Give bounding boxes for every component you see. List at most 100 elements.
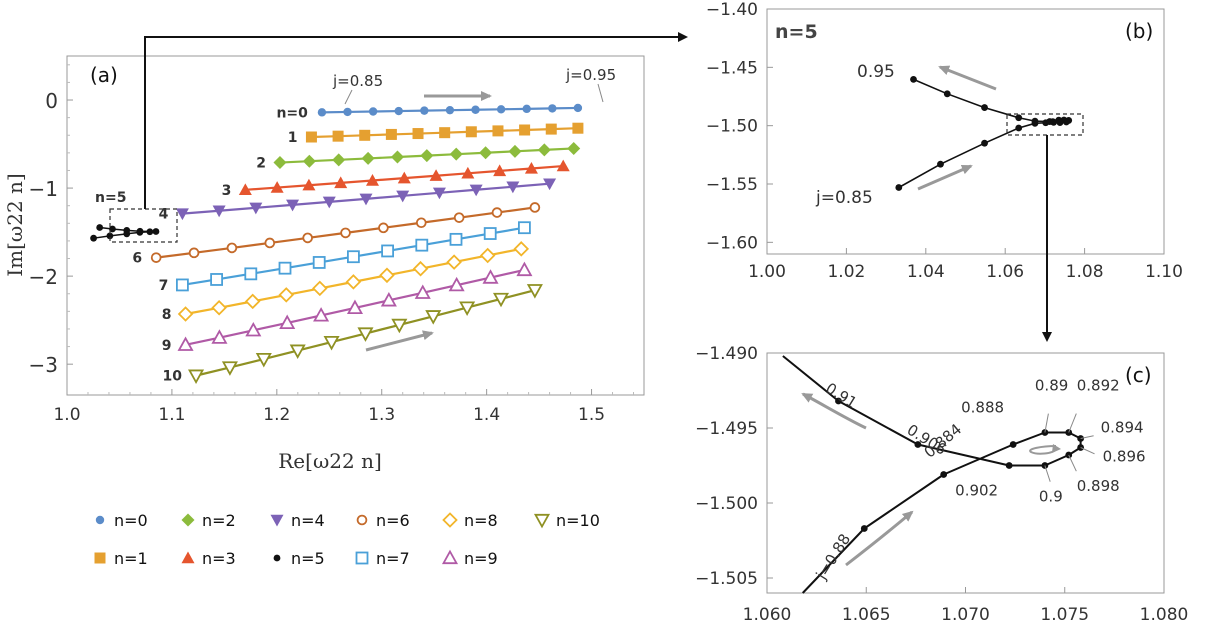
series-n=3-point	[365, 174, 379, 186]
series-n=4-point	[543, 178, 557, 191]
annotation-j085: j=0.85	[332, 72, 383, 90]
series-n=10-point	[289, 344, 306, 359]
legend-marker-n=2	[181, 513, 195, 527]
legend-marker-n=3	[181, 551, 195, 564]
series-label-n=8: 8	[162, 307, 172, 323]
legend-marker-n=6	[356, 514, 368, 526]
legend-item-n=8: n=8	[442, 511, 498, 530]
series-label-n=3: 3	[222, 183, 232, 199]
panel-c-point	[940, 471, 948, 478]
series-n=6-point	[226, 242, 238, 254]
series-n=4-point	[469, 184, 483, 197]
legend-marker-n=7	[355, 551, 369, 565]
series-n=5	[90, 224, 160, 242]
series-n=1-point	[305, 131, 317, 143]
legend-marker-n=5	[273, 554, 281, 562]
panel-b-title: n=5	[775, 21, 818, 43]
panel-c-point-label: 0.89	[1035, 377, 1068, 395]
series-n=10-point	[357, 327, 374, 342]
panel-a-series-labels: n=0 1 2 3 4 6 7 8 9 10	[132, 105, 308, 384]
series-n=8-point	[479, 247, 496, 264]
zoom-box-b	[1006, 113, 1084, 136]
series-n=6-point	[378, 222, 389, 234]
legend-label-n=8: n=8	[464, 511, 498, 530]
series-n=2-point	[332, 153, 346, 167]
panel-c-leader	[1068, 454, 1077, 472]
series-n5-point	[90, 234, 97, 242]
series-n=3-point	[397, 171, 411, 184]
series-n=0-point	[420, 106, 429, 115]
panel-a-xlabel: Re[ω22 n]	[278, 449, 382, 473]
panel-b-ytick-label: −1.45	[706, 58, 758, 78]
series-n=0-point	[394, 106, 403, 116]
panel-a-xtick-label: 1.0	[53, 405, 80, 425]
panel-c-point-label: j=0.88	[812, 531, 854, 584]
series-n=9-point	[448, 276, 465, 292]
series-n=10	[188, 284, 543, 384]
series-n=10-point	[188, 369, 205, 384]
panel-a-xtick-label: 1.1	[158, 405, 185, 425]
series-n=0-point	[343, 107, 352, 117]
series-n=9-point	[313, 307, 330, 322]
panel-a-xtick-label: 1.2	[263, 405, 290, 425]
legend-marker-n=4	[270, 514, 284, 527]
series-n=6-point	[340, 227, 351, 239]
series-n=0-point	[496, 105, 506, 114]
panel-b-point	[1031, 117, 1039, 125]
series-n=6-point	[415, 217, 427, 229]
series-n=7-point	[312, 256, 326, 269]
series-n=3-point	[429, 169, 443, 181]
panel-a-ylabel: Im[ω22 n]	[3, 173, 27, 276]
series-n=8-point	[379, 267, 395, 284]
panel-c-leader	[1080, 447, 1095, 455]
legend-label-n=10: n=10	[556, 511, 600, 530]
series-n=1	[305, 122, 584, 143]
panel-c-xtick-label: 1.080	[1140, 605, 1189, 625]
panel-b-point	[910, 75, 917, 83]
panel-a-series	[90, 103, 584, 384]
series-n=7-point	[347, 250, 360, 264]
legend-label-n=3: n=3	[202, 549, 236, 568]
legend-marker-n=9	[441, 549, 459, 565]
panel-b-point	[1015, 114, 1023, 122]
panel-a-ytick-label: 0	[45, 89, 58, 113]
series-label-n=7: 7	[159, 278, 169, 294]
legend-item-n=1: n=1	[94, 549, 148, 568]
legend-item-n=0: n=0	[95, 511, 148, 530]
series-n=2-point	[479, 146, 493, 160]
panel-c-xtick-label: 1.060	[743, 605, 792, 625]
series-n5-point	[123, 226, 131, 234]
series-n=7-point	[483, 227, 497, 240]
series-n=9-point	[346, 299, 364, 315]
series-n=3-point	[556, 159, 570, 172]
series-n=3-point	[461, 166, 475, 179]
panel-a-frame	[66, 55, 645, 396]
series-n=3-point	[238, 183, 252, 196]
series-n=2-point	[508, 144, 522, 158]
series-label-n=9: 9	[162, 338, 172, 354]
panel-c-leader	[1044, 413, 1049, 433]
series-n=1-point	[492, 125, 504, 137]
zoom-box-a	[109, 208, 178, 243]
series-label-n=10: 10	[163, 369, 183, 385]
panel-c-leader	[1080, 435, 1094, 439]
series-n=4-point	[432, 187, 446, 200]
panel-c-arrow-up	[801, 392, 867, 430]
panel-b-xtick-label: 1.06	[986, 262, 1024, 282]
series-n=4-point	[175, 208, 189, 221]
panel-b-point	[981, 104, 988, 111]
legend-marker-n=8	[442, 512, 458, 528]
legend-item-n=2: n=2	[181, 511, 236, 530]
series-n=3-point	[334, 176, 348, 189]
panel-c-xtick-label: 1.065	[842, 605, 891, 625]
series-n=2-point	[420, 149, 434, 163]
panel-b-ytick-label: −1.60	[706, 233, 758, 253]
series-n=7-point	[518, 221, 531, 235]
panel-c-leader	[1044, 465, 1051, 482]
panel-c-point	[835, 397, 842, 405]
series-n=8-point	[312, 280, 328, 297]
annotation-j085-leader	[344, 89, 353, 105]
panel-a-label: (a)	[90, 63, 118, 87]
series-n=1-point	[465, 126, 477, 138]
